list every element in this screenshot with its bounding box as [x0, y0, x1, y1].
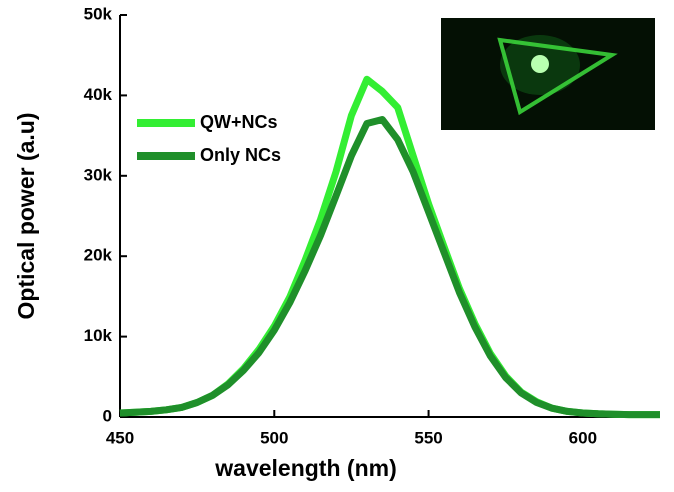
y-axis-title: Optical power (a.u) [13, 112, 39, 319]
series-line [119, 116, 660, 419]
y-tick-label: 20k [84, 246, 113, 265]
inset-photo [441, 18, 655, 130]
x-tick-label: 500 [260, 428, 288, 447]
legend-label: Only NCs [200, 145, 281, 165]
x-tick-label: 600 [569, 428, 597, 447]
x-tick-label: 550 [414, 428, 442, 447]
x-axis-title: wavelength (nm) [214, 455, 396, 481]
legend-label: QW+NCs [200, 112, 278, 132]
x-tick-label: 450 [106, 428, 134, 447]
y-tick-label: 10k [84, 326, 113, 345]
y-tick-label: 0 [103, 406, 112, 425]
y-tick-label: 50k [84, 4, 113, 23]
y-tick-label: 30k [84, 165, 113, 184]
y-tick-label: 40k [84, 85, 113, 104]
